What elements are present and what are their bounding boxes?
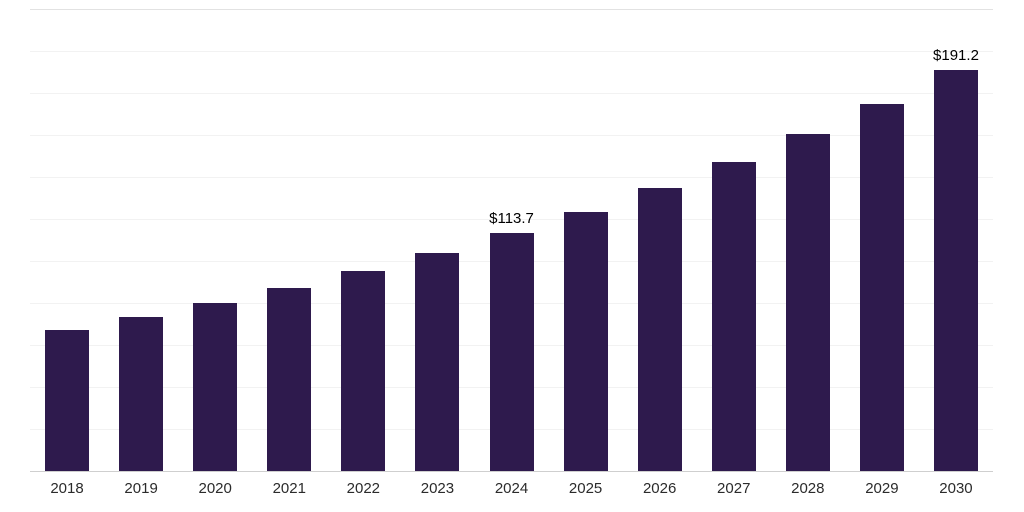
bar-slot-2026 xyxy=(623,10,697,472)
bars-container: $113.7 $191.2 xyxy=(30,10,993,472)
x-tick-label-2026: 2026 xyxy=(642,480,677,497)
bar-slot-2019 xyxy=(104,10,178,472)
x-tick-label-2023: 2023 xyxy=(420,480,455,497)
bar-2030 xyxy=(933,70,978,472)
bar-slot-2025 xyxy=(549,10,623,472)
bar-2022 xyxy=(341,271,386,472)
gridline-180 xyxy=(30,93,993,94)
x-axis-line xyxy=(30,471,993,472)
bar-slot-2027 xyxy=(697,10,771,472)
bar-slot-2030: $191.2 xyxy=(919,10,993,472)
bar-2028 xyxy=(785,134,830,472)
x-tick-label-2025: 2025 xyxy=(568,480,603,497)
data-label-2024: $113.7 xyxy=(489,210,534,228)
bar-slot-2028 xyxy=(771,10,845,472)
x-tick-label-2021: 2021 xyxy=(272,480,306,497)
bar-slot-2024: $113.7 xyxy=(474,10,548,472)
bar-2027 xyxy=(711,162,756,472)
bar-slot-2029 xyxy=(845,10,919,472)
bar-2024 xyxy=(489,233,534,472)
x-axis-labels: 2018 2019 2020 2021 2022 2023 2024 2025 2026 2027… xyxy=(30,480,993,497)
bar-2025 xyxy=(563,211,608,472)
bar-slot-2023 xyxy=(400,10,474,472)
bar-2021 xyxy=(267,287,312,472)
gridline-160 xyxy=(30,135,993,136)
x-tick-label-2024: 2024 xyxy=(494,480,529,497)
bar-2023 xyxy=(415,252,460,472)
bar-slot-2021 xyxy=(252,10,326,472)
x-tick-label-2028: 2028 xyxy=(791,480,825,497)
data-label-2030: $191.2 xyxy=(933,47,979,65)
x-tick-label-2022: 2022 xyxy=(346,480,381,497)
x-tick-label-2018: 2018 xyxy=(50,480,84,497)
gridline-200 xyxy=(30,51,993,52)
x-tick-label-2019: 2019 xyxy=(124,480,158,497)
gridline-220 xyxy=(30,9,993,10)
bar-2020 xyxy=(193,303,238,472)
bar-2018 xyxy=(45,330,90,472)
bar-slot-2020 xyxy=(178,10,252,472)
bar-slot-2022 xyxy=(326,10,400,472)
x-tick-label-2029: 2029 xyxy=(865,480,899,497)
bar-slot-2018 xyxy=(30,10,104,472)
plot-area: $113.7 $191.2 xyxy=(30,9,993,472)
x-tick-label-2020: 2020 xyxy=(198,480,232,497)
gridline-140 xyxy=(30,177,993,178)
bar-2019 xyxy=(119,317,164,472)
bar-2026 xyxy=(637,188,682,472)
x-tick-label-2030: 2030 xyxy=(939,480,973,497)
bar-2029 xyxy=(859,103,904,472)
x-tick-label-2027: 2027 xyxy=(717,480,751,497)
gridline-120 xyxy=(30,219,993,220)
